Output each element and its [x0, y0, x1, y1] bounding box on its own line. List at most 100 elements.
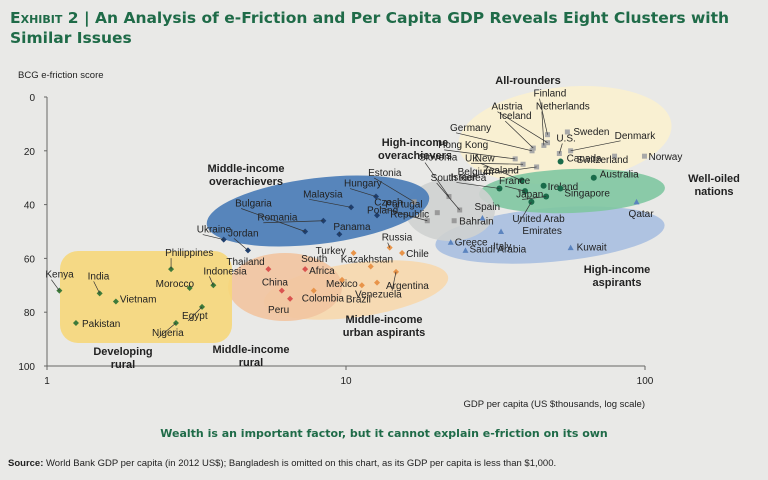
point-label: Ukraine: [197, 225, 232, 236]
data-point-thailand: [265, 266, 272, 273]
cluster-area-1: [435, 206, 665, 264]
data-point-italy: [498, 228, 505, 234]
data-point-south-africa: [302, 266, 309, 273]
y-tick-label: 60: [24, 254, 36, 265]
cluster-label: High-income aspirants: [584, 264, 651, 289]
point-label: Brazil: [346, 294, 371, 305]
point-label: Sweden: [573, 127, 609, 138]
data-point-ireland: [540, 182, 547, 189]
point-label: Chile: [406, 249, 429, 260]
x-tick-label: 1: [44, 376, 50, 387]
point-label: Thailand: [226, 257, 264, 268]
leader-line: [187, 306, 203, 322]
point-label: Canada: [567, 154, 602, 165]
leader-line: [309, 198, 352, 208]
point-label: Nigeria: [152, 328, 184, 339]
y-tick-label: 80: [24, 308, 36, 319]
point-label: Jordan: [228, 228, 259, 239]
data-point-venezuela: [374, 279, 381, 286]
source-label: Source:: [8, 458, 44, 469]
leader-line: [209, 276, 214, 286]
leader-line: [233, 238, 249, 251]
point-label: Italy: [493, 242, 511, 253]
point-label: Japan: [516, 190, 543, 201]
source-text: World Bank GDP per capita (in 2012 US$);…: [46, 458, 557, 469]
data-point-mexico: [339, 276, 346, 283]
y-tick-label: 100: [18, 362, 35, 373]
leader-line: [349, 188, 377, 197]
leader-line: [373, 177, 415, 203]
point-label: Netherlands: [536, 101, 590, 112]
leader-line: [380, 207, 428, 222]
point-label: Singapore: [564, 188, 610, 199]
data-point-australia: [590, 174, 597, 181]
point-label: Greece: [455, 237, 488, 248]
leader-line: [558, 143, 563, 154]
source-note: Source: World Bank GDP per capita (in 20…: [8, 458, 768, 469]
y-tick-label: 20: [24, 147, 36, 158]
point-label: Denmark: [615, 131, 657, 142]
leader-line: [570, 140, 621, 152]
point-label: Estonia: [368, 168, 402, 179]
point-label: Portugal: [385, 200, 422, 211]
point-label: New Zealand: [475, 153, 519, 176]
point-label: Romania: [257, 213, 297, 224]
point-label: Belgium: [458, 167, 494, 178]
data-point-vietnam: [112, 298, 119, 305]
point-label: Philippines: [165, 248, 213, 259]
leader-line: [436, 182, 460, 211]
point-label: South Africa: [301, 254, 335, 277]
data-point-spain: [479, 215, 486, 221]
point-label: United Arab Emirates: [512, 214, 565, 237]
point-label: Bulgaria: [235, 199, 272, 210]
data-point-norway: [641, 153, 647, 159]
point-label: Australia: [600, 170, 639, 181]
point-label: Saudi Arabia: [470, 244, 527, 255]
point-label: Pakistan: [82, 319, 120, 330]
leader-line: [541, 111, 545, 146]
point-label: UK: [465, 153, 479, 164]
cluster-area-4: [206, 175, 430, 247]
leader-line: [518, 201, 532, 225]
x-tick-label: 10: [340, 376, 352, 387]
point-label: Malaysia: [303, 189, 343, 200]
cluster-label: High-income overachievers: [378, 137, 452, 162]
cluster-label: Middle-income rural: [212, 344, 289, 369]
leader-line: [391, 271, 397, 291]
point-label: Vietnam: [120, 294, 157, 305]
point-label: Russia: [382, 233, 413, 244]
leader-line: [51, 279, 60, 291]
data-point-bahrain: [451, 218, 457, 224]
point-label: Kuwait: [577, 243, 607, 254]
point-label: U.S.: [556, 133, 575, 144]
data-point-canada: [557, 158, 564, 165]
point-label: Colombia: [302, 294, 345, 305]
point-label: Panama: [333, 222, 371, 233]
data-point-singapore: [557, 185, 564, 192]
point-label: Hong Kong: [438, 140, 488, 151]
data-point-turkey: [350, 250, 357, 257]
leader-line: [504, 185, 526, 192]
data-point-colombia: [310, 287, 317, 294]
point-label: Hungary: [344, 179, 382, 190]
leader-line: [444, 149, 516, 160]
leader-line: [463, 166, 537, 178]
leader-line: [497, 111, 548, 144]
exhibit-label: Exhibit 2: [10, 9, 79, 27]
point-label: Poland: [367, 205, 398, 216]
x-axis-title: GDP per capita (US $thousands, log scale…: [464, 399, 645, 410]
point-label: Germany: [450, 123, 491, 134]
data-point-kuwait: [567, 244, 574, 251]
leader-line: [157, 322, 177, 339]
data-point-switzerland: [612, 153, 618, 159]
point-label: Finland: [534, 89, 567, 100]
leader-line: [471, 162, 524, 165]
cluster-label: All-rounders: [495, 75, 560, 87]
leader-line: [539, 98, 548, 135]
cluster-label: Developing rural: [93, 346, 152, 371]
point-label: Bahrain: [459, 217, 493, 228]
data-point-china: [278, 287, 285, 294]
point-label: Israel: [450, 172, 474, 183]
cluster-label: Well-oiled nations: [688, 173, 740, 198]
data-point-poland: [374, 212, 381, 219]
